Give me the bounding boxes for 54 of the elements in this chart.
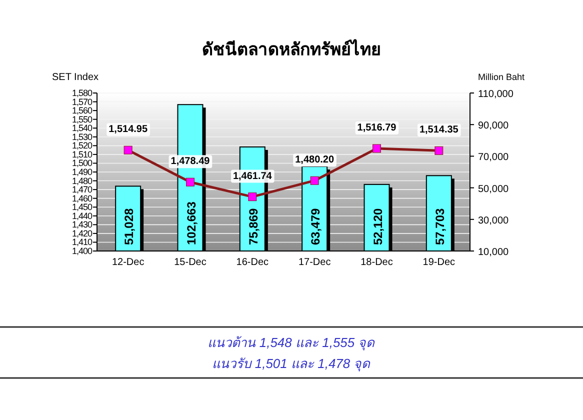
y2-tick-label: 30,000 — [478, 215, 510, 226]
y2-tick-label: 70,000 — [478, 152, 510, 164]
point — [310, 176, 319, 185]
y-tick-label: 1,550 — [72, 114, 92, 124]
y-tick-label: 1,410 — [72, 237, 92, 248]
y2-tick-label: 10,000 — [478, 247, 510, 258]
data-label: 75,869 — [246, 208, 260, 245]
y-tick-label: 1,400 — [72, 246, 92, 256]
data-label: 63,479 — [308, 208, 323, 245]
data-label: 51,028 — [122, 208, 136, 245]
y-tick-label: 1,510 — [72, 149, 92, 160]
y-tick-label: 1,540 — [72, 123, 92, 134]
data-label: 1,478.49 — [170, 156, 210, 168]
y2-tick-label: 50,000 — [478, 184, 510, 195]
data-label: 1,516.79 — [357, 122, 397, 134]
point — [186, 178, 194, 186]
y-tick-label: 1,490 — [72, 167, 92, 177]
x-tick-label: 17-Dec — [298, 257, 331, 268]
data-label: 102,663 — [184, 201, 198, 245]
text: แนวรับ 1,501 และ 1,478 จุด — [212, 356, 371, 372]
data-label: 52,120 — [370, 208, 385, 245]
point — [248, 192, 257, 202]
y-tick-label: 1,560 — [72, 106, 92, 116]
data-label: 1,514.95 — [108, 124, 148, 136]
y-tick-label: 1,430 — [72, 220, 92, 230]
x-tick-label: 18-Dec — [360, 257, 393, 268]
y2-tick-label: 110,000 — [478, 89, 514, 100]
data-label: 1,514.35 — [419, 124, 459, 136]
data-label: 1,480.20 — [295, 154, 334, 166]
point — [124, 146, 132, 154]
data-label: 57,703 — [432, 208, 447, 245]
y-tick-label: 1,460 — [72, 193, 92, 204]
x-tick-label: 12-Dec — [112, 257, 144, 268]
x-tick-label: 19-Dec — [422, 257, 456, 268]
y-tick-label: 1,580 — [72, 88, 92, 98]
y-tick-label: 1,530 — [72, 132, 92, 142]
y-tick-label: 1,480 — [72, 176, 92, 186]
x-tick-label: 16-Dec — [236, 257, 269, 268]
y-tick-label: 1,520 — [72, 140, 92, 151]
data-label: 1,461.74 — [232, 170, 272, 182]
y-tick-label: 1,500 — [72, 158, 92, 168]
y2-tick-label: 90,000 — [478, 120, 510, 132]
point — [372, 144, 381, 153]
text: แนวต้าน 1,548 และ 1,555 จุด — [208, 335, 376, 351]
chart-title: ดัชนีตลาดหลักทรัพย์ไทย — [202, 39, 381, 59]
y-axis-title: SET Index — [52, 72, 99, 83]
x-tick-label: 15-Dec — [174, 257, 206, 268]
y2-axis-title: Million Baht — [478, 72, 526, 82]
y-tick-label: 1,420 — [72, 228, 92, 238]
y-tick-label: 1,570 — [72, 96, 92, 107]
y-tick-label: 1,440 — [72, 210, 92, 221]
y-tick-label: 1,470 — [72, 184, 92, 195]
y-tick-label: 1,450 — [72, 202, 92, 212]
point — [434, 146, 444, 155]
